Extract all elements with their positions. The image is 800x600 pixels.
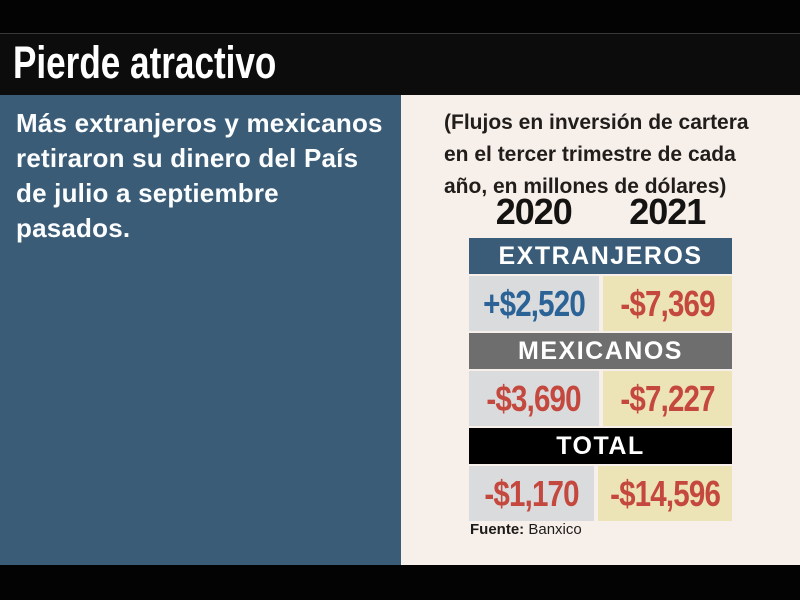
year-header-2021: 2021 [629,191,706,232]
cell-mexicanos-2021: -$7,227 [602,371,732,426]
summary-panel: Más extranjeros y mexicanos retiraron su… [0,95,401,565]
value-total-2020: -$1,170 [484,473,579,514]
year-header-2020: 2020 [495,191,573,232]
table-row: +$2,520 -$7,369 [469,276,732,331]
summary-line: Más extranjeros y mexicanos [16,108,383,138]
value-extranjeros-2021: -$7,369 [620,283,715,324]
chart-note: (Flujos en inversión de cartera en el te… [444,107,749,203]
value-extranjeros-2020: +$2,520 [482,283,586,324]
cell-extranjeros-2021: -$7,369 [602,276,732,331]
section-header-extranjeros: EXTRANJEROS [469,238,732,274]
summary-text: Más extranjeros y mexicanos retiraron su… [16,106,383,246]
year-column-headers: 2020 2021 [469,191,732,233]
chart-note-line: año, en millones de dólares) [444,175,727,198]
section-header-mexicanos: MEXICANOS [469,333,732,369]
source-line: Fuente: Banxico [470,521,582,538]
value-mexicanos-2021: -$7,227 [620,378,715,419]
section-header-total: TOTAL [469,428,732,464]
cell-extranjeros-2020: +$2,520 [469,276,599,331]
summary-line: pasados. [16,213,131,243]
chart-note-line: en el tercer trimestre de cada [444,143,736,166]
summary-line: retiraron su dinero del País [16,143,359,173]
source-label: Fuente: [470,521,525,538]
value-total-2021: -$14,596 [609,473,721,514]
table-row: -$3,690 -$7,227 [469,371,732,426]
page-title: Pierde atractivo [13,37,277,88]
value-mexicanos-2020: -$3,690 [486,378,582,419]
chart-note-line: (Flujos en inversión de cartera [444,111,749,134]
cell-mexicanos-2020: -$3,690 [469,371,599,426]
cell-total-2021: -$14,596 [597,466,732,521]
cell-total-2020: -$1,170 [469,466,594,521]
summary-line: de julio a septiembre [16,178,279,208]
data-panel: (Flujos en inversión de cartera en el te… [401,95,800,565]
source-value: Banxico [528,521,582,538]
flows-table: EXTRANJEROS +$2,520 -$7,369 MEXICANOS -$… [469,238,732,523]
table-row: -$1,170 -$14,596 [469,466,732,521]
title-band: Pierde atractivo [0,33,800,95]
